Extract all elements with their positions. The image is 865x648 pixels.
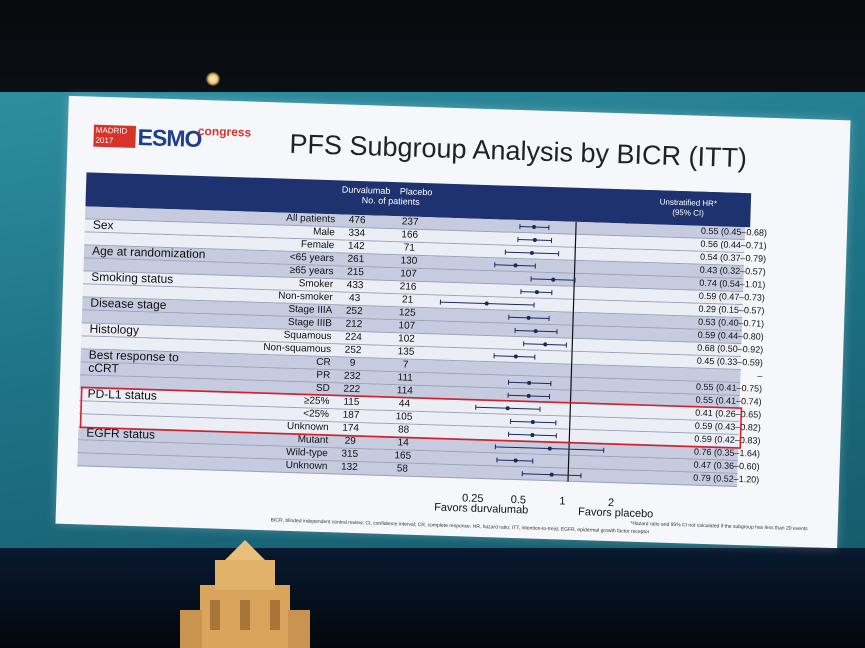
- ceiling-light: [206, 72, 220, 86]
- logo-city-year: MADRID 2017: [93, 124, 137, 148]
- esmo-logo: MADRID 2017 ESMO congress: [93, 121, 251, 156]
- forest-plot: [79, 206, 743, 488]
- hr-point: [547, 446, 552, 451]
- hr-point: [529, 250, 534, 255]
- hr-point: [533, 329, 538, 334]
- hr-point: [530, 420, 535, 425]
- x-axis-line: [454, 485, 630, 488]
- header-n-patients: No. of patients: [361, 195, 420, 207]
- logo-congress: congress: [197, 123, 252, 140]
- hr-point: [549, 472, 554, 477]
- hr-point: [551, 277, 556, 282]
- reference-line: [567, 206, 578, 488]
- hr-point: [484, 301, 489, 306]
- hr-point: [513, 263, 518, 268]
- favors-durvalumab: Favors durvalumab: [433, 501, 529, 517]
- tower-decoration: [180, 540, 310, 648]
- header-hr: Unstratified HR* (95% CI): [625, 189, 752, 228]
- hr-point: [530, 433, 535, 438]
- projection-screen: MADRID 2017 ESMO congress PFS Subgroup A…: [55, 95, 851, 549]
- stage-floor: [0, 548, 865, 648]
- hr-point: [543, 342, 548, 347]
- hr-point: [513, 354, 518, 359]
- hr-point: [532, 238, 537, 243]
- hr-point: [532, 224, 537, 229]
- favors-placebo: Favors placebo: [577, 506, 654, 521]
- hr-point: [505, 406, 510, 411]
- hr-point: [527, 380, 532, 385]
- slide-title: PFS Subgroup Analysis by BICR (ITT): [289, 128, 748, 174]
- hr-point: [526, 393, 531, 398]
- hr-point: [526, 315, 531, 320]
- ceiling: [0, 0, 865, 95]
- hr-point: [513, 458, 518, 463]
- pdl1-highlight-box: [79, 386, 743, 449]
- footnote-hr: *Hazard ratio and 95% CI not calculated …: [630, 520, 808, 533]
- hr-point: [534, 290, 539, 295]
- logo-brand: ESMO: [137, 124, 202, 152]
- x-tick-label: 1: [559, 495, 566, 508]
